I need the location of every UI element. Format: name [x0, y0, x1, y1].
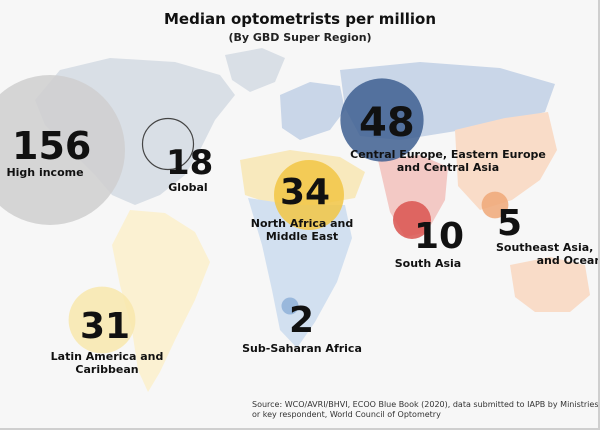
land-oceania: [510, 257, 590, 312]
bubble-4: [393, 201, 431, 239]
label-high-income: High income: [6, 166, 84, 179]
label-sub-saharan: Sub-Saharan Africa: [242, 342, 362, 355]
label-central-europe: Central Europe, Eastern Europe and Centr…: [350, 148, 546, 174]
source-note: Source: WCO/AVRI/BHVI, ECOO Blue Book (2…: [252, 400, 600, 420]
label-global: Global: [168, 181, 208, 194]
land-south-america: [112, 210, 210, 392]
land-europe: [280, 82, 345, 140]
value-southeast-asia: 5: [497, 203, 523, 244]
land-africa-sub: [248, 198, 352, 348]
land-greenland: [225, 48, 285, 92]
label-southeast-asia: Southeast Asia, East Asia and Oceania: [495, 241, 600, 267]
value-latin-america: 31: [80, 306, 131, 347]
label-south-asia: South Asia: [394, 257, 462, 270]
value-north-africa: 34: [280, 172, 331, 213]
frame-edge-right: [598, 0, 600, 430]
value-global: 18: [166, 143, 214, 183]
bubble-2: [340, 78, 424, 162]
bubble-0: [0, 75, 125, 225]
bubble-7: [281, 297, 299, 315]
frame-edge-bottom: [0, 428, 600, 430]
chart-title: Median optometrists per million: [164, 10, 436, 28]
bubble-1: [141, 117, 195, 171]
chart-subtitle: (By GBD Super Region): [228, 31, 372, 44]
bubble-6: [68, 286, 136, 354]
source-line-2: or key respondent, World Council of Opto…: [252, 410, 441, 419]
land-asia-east: [455, 112, 557, 210]
value-sub-saharan: 2: [289, 300, 315, 341]
bubble-3: [274, 160, 344, 230]
label-north-africa: North Africa and Middle East: [250, 217, 354, 243]
source-line-1: Source: WCO/AVRI/BHVI, ECOO Blue Book (2…: [252, 400, 600, 409]
bubble-5: [481, 191, 509, 219]
value-central-europe: 48: [359, 100, 415, 146]
value-high-income: 156: [12, 124, 92, 168]
label-latin-america: Latin America and Caribbean: [50, 350, 164, 376]
value-south-asia: 10: [414, 216, 465, 257]
